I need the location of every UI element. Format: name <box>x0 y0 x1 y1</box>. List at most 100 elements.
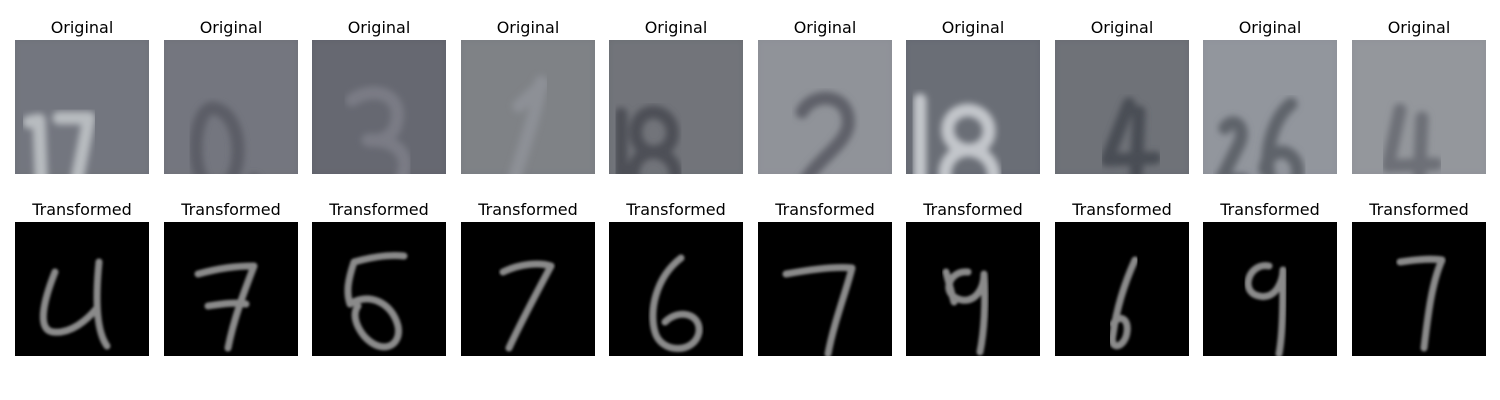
digit-strokes <box>345 86 412 174</box>
digit-picture <box>906 40 1040 174</box>
digit-picture <box>1203 222 1337 356</box>
digit-stroke <box>626 145 683 174</box>
digit-strokes <box>499 260 555 352</box>
image-title: Transformed <box>478 200 578 219</box>
original-digit-image <box>1055 40 1189 174</box>
transformed-digit-image <box>15 222 149 356</box>
transformed-digit-image <box>1203 222 1337 356</box>
digit-picture <box>312 40 446 174</box>
original-digit-image <box>164 40 298 174</box>
transformed-digit-image <box>1352 222 1486 356</box>
transformed-digit-image <box>609 222 743 356</box>
image-title: Transformed <box>923 200 1023 219</box>
digit-stroke <box>39 268 101 336</box>
digit-stroke <box>1108 256 1139 350</box>
digit-stroke <box>1413 111 1429 174</box>
image-title: Original <box>347 18 411 37</box>
transformed-digit-image <box>906 222 1040 356</box>
digit-stroke <box>782 263 856 356</box>
digit-stroke <box>194 262 258 352</box>
digit-stroke <box>1129 105 1146 174</box>
image-title: Transformed <box>181 200 281 219</box>
image-title: Transformed <box>626 200 726 219</box>
digit-stroke <box>1396 255 1446 352</box>
image-title: Original <box>496 18 560 37</box>
digit-picture <box>15 222 149 356</box>
digit-strokes <box>1396 255 1446 352</box>
image-background <box>609 222 743 356</box>
transformed-digit-image <box>1055 222 1189 356</box>
digit-stroke <box>344 252 408 351</box>
digit-strokes <box>1381 103 1443 174</box>
digit-strokes <box>1108 256 1139 350</box>
image-title: Transformed <box>329 200 429 219</box>
original-digit-image <box>758 40 892 174</box>
digit-picture <box>1055 40 1189 174</box>
digit-stroke <box>204 299 250 310</box>
image-title: Original <box>1387 18 1451 37</box>
original-digit-image <box>1203 40 1337 174</box>
image-background <box>312 222 446 356</box>
digit-picture <box>461 222 595 356</box>
digit-stroke <box>1258 97 1305 174</box>
digit-strokes <box>1244 262 1287 356</box>
original-digit-image <box>15 40 149 174</box>
original-digit-image <box>609 40 743 174</box>
original-digit-image <box>1352 40 1486 174</box>
digit-picture <box>1203 40 1337 174</box>
digit-picture <box>164 222 298 356</box>
original-digit-image <box>461 40 595 174</box>
image-title: Transformed <box>1072 200 1172 219</box>
image-title: Original <box>1090 18 1154 37</box>
image-background <box>1352 222 1486 356</box>
digit-picture <box>461 40 595 174</box>
digit-stroke <box>649 254 703 352</box>
digit-strokes <box>942 268 989 356</box>
image-background <box>906 222 1040 356</box>
digit-stroke <box>93 258 111 350</box>
digit-strokes <box>614 105 683 174</box>
digit-picture <box>1352 40 1486 174</box>
digit-strokes <box>649 254 703 352</box>
original-digit-image <box>906 40 1040 174</box>
image-title: Original <box>793 18 857 37</box>
digit-stroke <box>345 86 412 174</box>
digit-picture <box>609 40 743 174</box>
digit-stroke <box>189 101 245 174</box>
image-title: Transformed <box>775 200 875 219</box>
digit-picture <box>758 40 892 174</box>
digit-strokes <box>913 93 1001 174</box>
digit-stroke <box>795 91 855 174</box>
digit-stroke <box>942 268 958 306</box>
digit-picture <box>1352 222 1486 356</box>
digit-picture <box>758 222 892 356</box>
image-title: Original <box>1238 18 1302 37</box>
digit-strokes <box>344 252 408 351</box>
transformed-digit-image <box>461 222 595 356</box>
image-title: Original <box>941 18 1005 37</box>
image-title: Transformed <box>1220 200 1320 219</box>
image-title: Original <box>199 18 263 37</box>
digit-picture <box>312 222 446 356</box>
image-title: Transformed <box>1369 200 1469 219</box>
digit-stroke <box>1216 116 1248 174</box>
image-title: Transformed <box>32 200 132 219</box>
digit-picture <box>609 222 743 356</box>
digit-strokes <box>22 111 96 174</box>
digit-picture <box>1055 222 1189 356</box>
transformed-digit-image <box>758 222 892 356</box>
digit-stroke <box>938 143 1001 174</box>
digit-stroke <box>499 260 555 352</box>
transformed-digit-image <box>312 222 446 356</box>
digit-strokes <box>795 91 855 174</box>
digit-picture <box>164 40 298 174</box>
digit-strokes <box>508 75 550 174</box>
image-title: Original <box>50 18 114 37</box>
digit-strokes <box>1216 97 1305 174</box>
digit-stroke <box>52 111 96 174</box>
digit-stroke <box>512 77 550 113</box>
transformed-digit-image <box>164 222 298 356</box>
image-background <box>461 222 595 356</box>
image-title: Original <box>644 18 708 37</box>
digit-strokes <box>194 262 258 352</box>
